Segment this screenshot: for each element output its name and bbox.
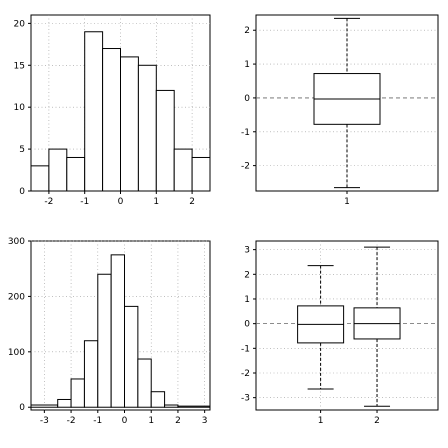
histogram-bar bbox=[137, 64, 157, 192]
y-tick-label: 300 bbox=[8, 237, 25, 247]
y-tick-label: 20 bbox=[14, 19, 26, 29]
boxplot-1 bbox=[313, 17, 381, 189]
x-tick-label: 0 bbox=[122, 416, 128, 426]
boxplot-2 bbox=[353, 246, 401, 407]
histogram-bar bbox=[137, 358, 152, 408]
x-tick-label: 2 bbox=[175, 416, 181, 426]
histogram-bar bbox=[124, 305, 139, 408]
y-tick-label: -2 bbox=[241, 162, 250, 172]
y-tick-label: 1 bbox=[244, 295, 250, 305]
y-tick-label: 200 bbox=[8, 292, 25, 302]
histogram-bar bbox=[57, 398, 72, 408]
y-tick-label: -1 bbox=[241, 128, 250, 138]
histogram-bar bbox=[102, 48, 121, 192]
histogram-bar bbox=[164, 404, 179, 408]
y-tick-label: -1 bbox=[241, 344, 250, 354]
histogram-bar bbox=[30, 165, 50, 192]
y-tick-label: 10 bbox=[14, 103, 26, 113]
y-tick-label: 0 bbox=[244, 94, 250, 104]
y-tick-label: 0 bbox=[19, 187, 25, 197]
histogram-bar bbox=[70, 378, 85, 408]
x-tick-label: -2 bbox=[44, 197, 53, 207]
boxplot-1 bbox=[297, 265, 345, 390]
x-tick-label: -1 bbox=[80, 197, 89, 207]
y-tick-label: 15 bbox=[14, 61, 25, 71]
chart-panel-2: 1 -2 -1 0 1 2 bbox=[241, 14, 439, 207]
y-tick-label: -2 bbox=[241, 369, 250, 379]
chart-panel-3: -3 -2 -1 0 1 2 3 0 100 200 300 bbox=[8, 237, 211, 426]
histogram-bar bbox=[177, 405, 211, 408]
histogram-bar bbox=[83, 340, 99, 408]
x-tick-label: 2 bbox=[374, 416, 380, 426]
histogram-bar bbox=[155, 89, 175, 192]
x-tick-label: 1 bbox=[318, 416, 324, 426]
x-tick-label: -3 bbox=[40, 416, 49, 426]
histogram-bar bbox=[110, 254, 126, 408]
x-tick-label: -2 bbox=[67, 416, 76, 426]
y-tick-label: 0 bbox=[19, 403, 25, 413]
x-tick-label: -1 bbox=[93, 416, 102, 426]
x-tick-label: 1 bbox=[344, 197, 350, 207]
y-tick-label: -3 bbox=[241, 394, 250, 404]
y-tick-label: 1 bbox=[244, 60, 250, 70]
histogram-bar bbox=[120, 56, 139, 192]
y-tick-label: 0 bbox=[244, 320, 250, 330]
plot-frame bbox=[255, 240, 439, 411]
y-tick-label: 2 bbox=[244, 26, 250, 36]
histogram-bar bbox=[30, 404, 59, 408]
x-tick-label: 1 bbox=[148, 416, 154, 426]
x-tick-label: 1 bbox=[153, 197, 159, 207]
chart-panel-4: 1 2 -3 -2 -1 0 1 2 3 bbox=[241, 240, 439, 426]
y-tick-label: 2 bbox=[244, 270, 250, 280]
y-tick-label: 3 bbox=[244, 246, 250, 256]
x-tick-label: 0 bbox=[118, 197, 124, 207]
x-tick-label: 3 bbox=[202, 416, 208, 426]
histogram-bar bbox=[97, 273, 112, 408]
histogram-bar bbox=[66, 156, 86, 192]
y-tick-label: 100 bbox=[8, 348, 25, 358]
histogram-bar bbox=[48, 148, 68, 192]
histogram-bar bbox=[191, 156, 211, 192]
x-tick-label: 2 bbox=[189, 197, 195, 207]
y-tick-label: 5 bbox=[19, 145, 25, 155]
histogram-bar bbox=[84, 31, 104, 192]
histogram-bar bbox=[173, 148, 193, 192]
histogram-bar bbox=[150, 391, 166, 408]
